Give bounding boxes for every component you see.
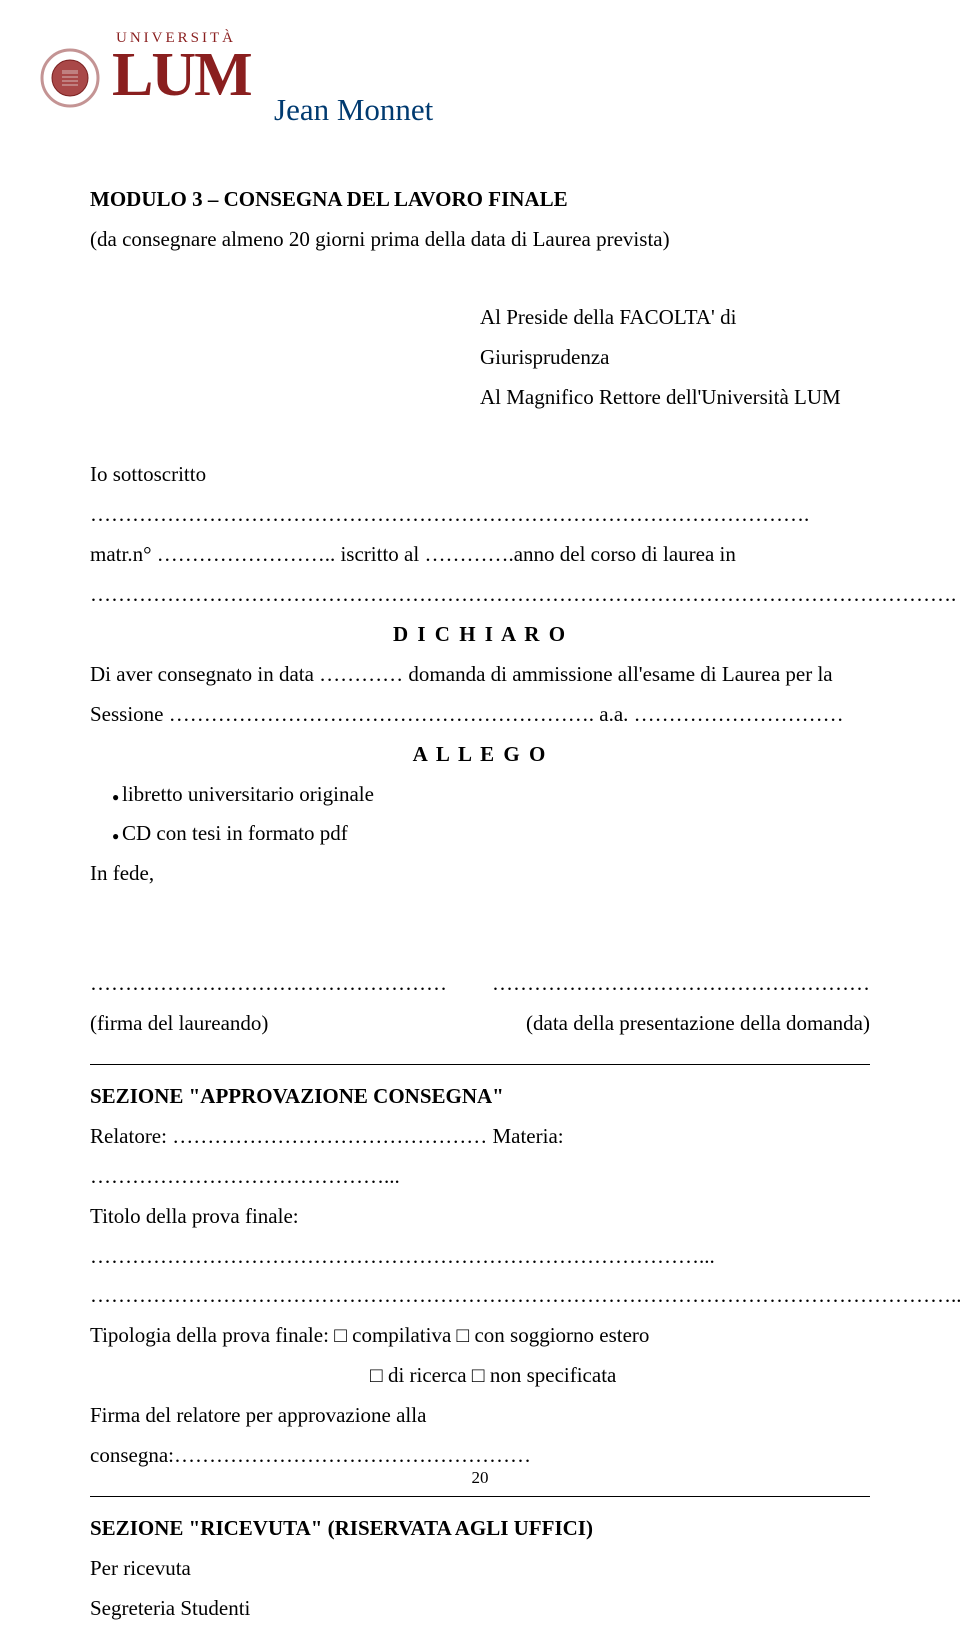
checkbox-icon[interactable]: □	[334, 1324, 347, 1347]
page-number: 20	[0, 1468, 960, 1488]
attachment-label: libretto universitario originale	[122, 775, 374, 815]
addressee-line-2: Al Magnifico Rettore dell'Università LUM	[480, 378, 870, 418]
bullet-icon: ●	[90, 786, 122, 809]
module-title: MODULO 3 – CONSEGNA DEL LAVORO FINALE	[90, 180, 870, 220]
dichiaro-heading: D I C H I A R O	[90, 615, 870, 655]
section-divider	[90, 1064, 870, 1065]
titolo-prova-line: Titolo della prova finale: ……………………………………	[90, 1197, 870, 1277]
signature-dots-right: ………………………………………………	[492, 964, 870, 1004]
attachment-item: ● libretto universitario originale	[90, 775, 870, 815]
firma-laureando-label: (firma del laureando)	[90, 1004, 268, 1044]
signature-labels-row: (firma del laureando) (data della presen…	[90, 1004, 870, 1044]
tipologia-label: Tipologia della prova finale:	[90, 1323, 334, 1347]
ricerca-label: di ricerca	[383, 1363, 472, 1387]
logo-area: UNIVERSITÀ LUM Jean Monnet	[20, 30, 870, 135]
page-container: UNIVERSITÀ LUM Jean Monnet MODULO 3 – CO…	[0, 0, 960, 1629]
tipologia-line-1: Tipologia della prova finale: □ compilat…	[90, 1316, 870, 1356]
section-divider	[90, 1496, 870, 1497]
per-ricevuta-label: Per ricevuta	[90, 1549, 870, 1589]
signature-dots-row: …………………………………………… ………………………………………………	[90, 964, 870, 1004]
in-fede-label: In fede,	[90, 854, 870, 894]
soggiorno-label: con soggiorno estero	[469, 1323, 649, 1347]
ricevuta-heading: SEZIONE "RICEVUTA" (RISERVATA AGLI UFFIC…	[90, 1509, 870, 1549]
relatore-line: Relatore: ……………………………………… Materia: ………………	[90, 1117, 870, 1197]
titolo-prova-dots: ……………………………………………………………………………………………………………	[90, 1276, 870, 1316]
checkbox-icon[interactable]: □	[457, 1324, 470, 1347]
attachment-item: ● CD con tesi in formato pdf	[90, 814, 870, 854]
segreteria-label: Segreteria Studenti	[90, 1589, 870, 1629]
data-presentazione-label: (data della presentazione della domanda)	[526, 1004, 870, 1044]
tipologia-line-2: □ di ricerca □ non specificata	[90, 1356, 870, 1396]
corso-dots-line: ……………………………………………………………………………………………………………	[90, 575, 870, 615]
signature-dots-left: ……………………………………………	[90, 964, 447, 1004]
logo-text: UNIVERSITÀ LUM	[112, 30, 251, 102]
nonspecificata-label: non specificata	[485, 1363, 617, 1387]
allego-heading: A L L E G O	[90, 735, 870, 775]
approvazione-heading: SEZIONE "APPROVAZIONE CONSEGNA"	[90, 1077, 870, 1117]
logo-jean-monnet-label: Jean Monnet	[274, 92, 433, 128]
bullet-icon: ●	[90, 825, 122, 848]
compilativa-label: compilativa	[347, 1323, 457, 1347]
logo-lum-label: LUM	[112, 49, 251, 102]
university-seal-icon	[40, 48, 100, 108]
sessione-line: Sessione ……………………………………………………. a.a. ……………	[90, 695, 870, 735]
firma-relatore-line: Firma del relatore per approvazione alla…	[90, 1396, 870, 1476]
aver-consegnato-line: Di aver consegnato in data ………… domanda …	[90, 655, 870, 695]
form-body: Io sottoscritto …………………………………………………………………	[90, 455, 870, 894]
addressee-line-1: Al Preside della FACOLTA' di Giurisprude…	[480, 298, 870, 378]
addressee-block: Al Preside della FACOLTA' di Giurisprude…	[90, 298, 870, 418]
module-subtitle: (da consegnare almeno 20 giorni prima de…	[90, 220, 870, 260]
checkbox-icon[interactable]: □	[370, 1364, 383, 1387]
attachment-label: CD con tesi in formato pdf	[122, 814, 348, 854]
checkbox-icon[interactable]: □	[472, 1364, 485, 1387]
sottoscritto-line: Io sottoscritto …………………………………………………………………	[90, 455, 870, 535]
attachments-list: ● libretto universitario originale ● CD …	[90, 775, 870, 855]
matricola-line: matr.n° …………………….. iscritto al ………….anno…	[90, 535, 870, 575]
